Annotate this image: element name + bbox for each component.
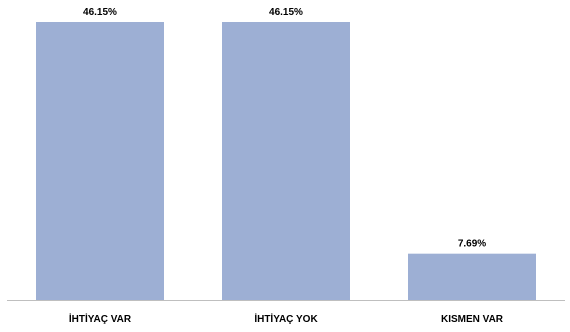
data-label-3: 7.69% xyxy=(458,239,486,250)
data-label-2: 46.15% xyxy=(269,7,303,18)
tick-labels-group: İHTİYAÇ VAR İHTİYAÇ YOK KISMEN VAR xyxy=(69,312,504,325)
bar-2 xyxy=(222,22,350,300)
tick-label-1: İHTİYAÇ VAR xyxy=(69,312,132,325)
bar-3 xyxy=(408,253,536,300)
bar-1 xyxy=(36,22,164,300)
tick-label-3: KISMEN VAR xyxy=(441,314,504,325)
tick-label-2: İHTİYAÇ YOK xyxy=(254,312,318,325)
data-label-1: 46.15% xyxy=(83,7,117,18)
bars-group xyxy=(36,22,536,300)
data-labels-group: 46.15% 46.15% 7.69% xyxy=(83,7,486,250)
